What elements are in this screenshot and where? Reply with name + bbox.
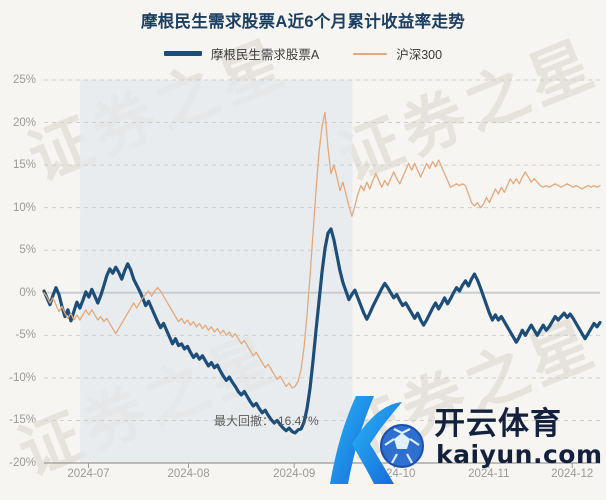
x-axis-tick: 2024-12	[551, 468, 594, 480]
y-axis-tick: -10%	[9, 371, 36, 384]
line-swatch-thick-icon	[163, 51, 202, 56]
x-axis-tick: 2024-07	[67, 468, 110, 480]
chart-title: 摩根民生需求股票A近6个月累计收益率走势	[140, 13, 466, 31]
y-axis-tick: -5%	[15, 329, 36, 342]
y-axis-tick: -20%	[9, 457, 36, 469]
y-axis-tick: 5%	[19, 244, 36, 257]
y-axis-tick: 0%	[19, 286, 36, 299]
legend-label-benchmark: 沪深300	[396, 48, 443, 62]
y-axis-tick: 15%	[12, 159, 36, 172]
y-axis-tick: 20%	[12, 116, 36, 129]
x-axis-tick: 2024-09	[273, 468, 316, 480]
y-axis-tick: 10%	[12, 201, 36, 214]
legend-label-fund: 摩根民生需求股票A	[210, 48, 320, 62]
line-swatch-thin-icon	[353, 52, 388, 55]
chart-legend: 摩根民生需求股票A 沪深300	[0, 44, 606, 63]
legend-item-benchmark[interactable]: 沪深300	[353, 44, 442, 63]
y-axis-tick: 25%	[12, 74, 36, 86]
y-axis-tick: -15%	[9, 414, 36, 427]
max-drawdown-annotation: 最大回撤：-16.47%	[214, 414, 319, 428]
legend-item-fund[interactable]: 摩根民生需求股票A	[163, 44, 320, 63]
x-axis-tick: 2024-08	[167, 468, 210, 480]
x-axis-tick: 2024-11	[468, 468, 510, 480]
